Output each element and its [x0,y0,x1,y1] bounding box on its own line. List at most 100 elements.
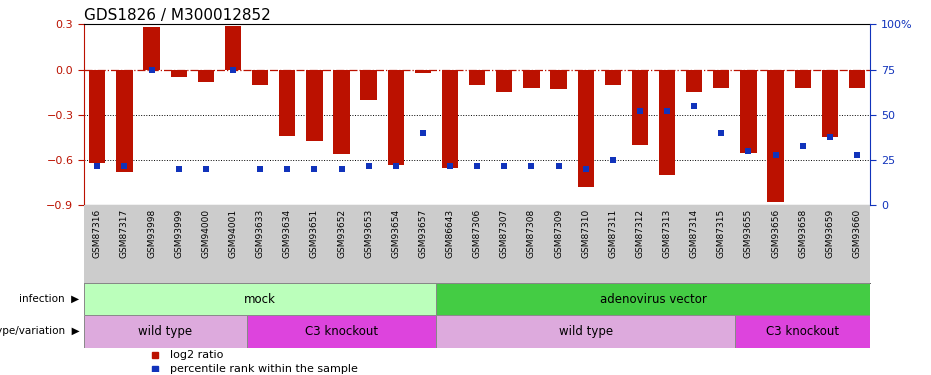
Text: GSM94001: GSM94001 [228,209,237,258]
Point [659,108,674,114]
Point [551,162,566,168]
Text: genotype/variation  ▶: genotype/variation ▶ [0,326,79,336]
Bar [469,70,485,85]
Point [795,142,810,148]
Point [171,166,186,172]
Text: C3 knockout: C3 knockout [766,325,839,338]
Bar [414,70,431,73]
Text: GSM93656: GSM93656 [771,209,780,258]
Bar [84,283,437,315]
Bar [116,70,132,172]
Point [117,162,132,168]
Bar [794,70,811,88]
Point [144,67,159,73]
Bar [306,70,322,141]
Bar [604,70,621,85]
Bar [387,70,404,165]
Text: GSM93653: GSM93653 [364,209,373,258]
Point [198,166,213,172]
Text: GSM87310: GSM87310 [581,209,590,258]
Bar [197,70,214,82]
Text: GSM93658: GSM93658 [798,209,807,258]
Bar [360,70,377,100]
Text: GSM93659: GSM93659 [825,209,834,258]
Bar [740,70,757,153]
Bar [632,70,648,145]
Bar [849,70,865,88]
Bar [252,70,268,85]
Text: GSM94000: GSM94000 [201,209,210,258]
Bar [767,70,784,202]
Text: GSM93998: GSM93998 [147,209,156,258]
Text: wild type: wild type [138,325,192,338]
Text: GSM87311: GSM87311 [608,209,617,258]
Text: log2 ratio: log2 ratio [170,350,223,360]
Point [252,166,267,172]
Bar [713,70,729,88]
Bar [822,70,838,138]
Point [714,130,729,136]
Text: GSM87317: GSM87317 [120,209,129,258]
Text: mock: mock [244,292,277,306]
Bar [84,315,247,348]
Text: GSM87315: GSM87315 [717,209,726,258]
Point [741,148,756,154]
Text: infection  ▶: infection ▶ [19,294,79,304]
Point [388,162,403,168]
Bar [225,26,241,70]
Point [334,166,349,172]
Text: GSM87309: GSM87309 [554,209,563,258]
Text: GSM87308: GSM87308 [527,209,536,258]
Text: GSM93657: GSM93657 [418,209,427,258]
Text: GSM93651: GSM93651 [310,209,319,258]
Point [578,166,593,172]
Text: GSM87316: GSM87316 [93,209,101,258]
Text: adenovirus vector: adenovirus vector [600,292,707,306]
Text: GSM87306: GSM87306 [473,209,481,258]
Text: GSM93634: GSM93634 [283,209,291,258]
Text: GSM93660: GSM93660 [853,209,861,258]
Bar [496,70,512,92]
Bar [442,70,458,168]
Text: GSM93633: GSM93633 [256,209,264,258]
Point [822,134,837,140]
Text: percentile rank within the sample: percentile rank within the sample [170,364,358,374]
Bar [437,283,870,315]
Point [280,166,295,172]
Point [225,67,240,73]
Bar [659,70,675,175]
Bar [170,70,187,77]
Bar [550,70,567,89]
Text: GSM87313: GSM87313 [663,209,671,258]
Text: GSM87314: GSM87314 [690,209,698,258]
Text: GSM93652: GSM93652 [337,209,346,258]
Bar [735,315,870,348]
Point [849,152,864,157]
Bar [686,70,702,92]
Text: C3 knockout: C3 knockout [305,325,378,338]
Bar [247,315,437,348]
Point [415,130,430,136]
Point [470,162,485,168]
Point [307,166,322,172]
Point [524,162,539,168]
Point [605,157,620,163]
Point [687,103,702,109]
Point [361,162,376,168]
Text: GSM93654: GSM93654 [391,209,400,258]
Point [442,162,457,168]
Text: GSM87312: GSM87312 [635,209,644,258]
Bar [437,315,735,348]
Text: GSM93999: GSM93999 [174,209,183,258]
Bar [89,70,105,163]
Bar [577,70,594,187]
Point [632,108,647,114]
Bar [333,70,350,154]
Point [768,152,783,157]
Bar [143,27,160,70]
Point [497,162,512,168]
Text: GSM87307: GSM87307 [500,209,508,258]
Point [90,162,105,168]
Text: GSM86643: GSM86643 [446,209,454,258]
Bar [523,70,540,88]
